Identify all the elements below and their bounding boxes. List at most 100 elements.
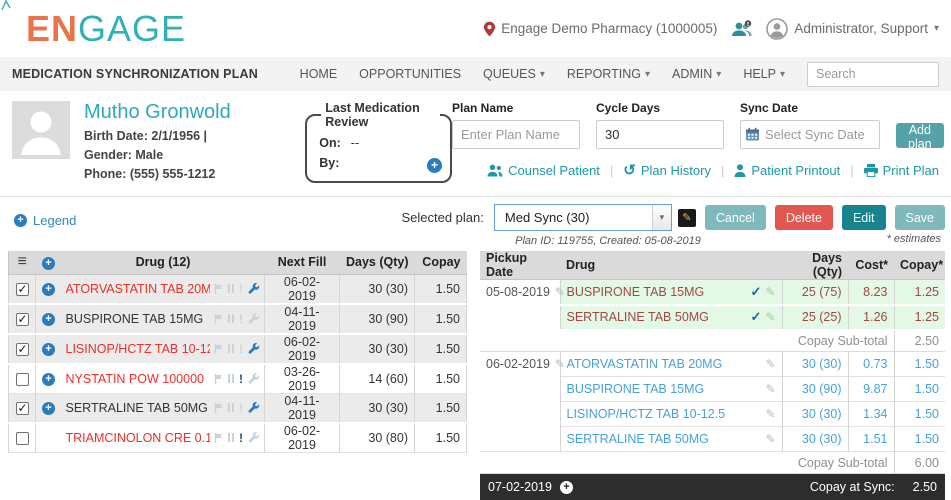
drug-name[interactable]: BUSPIRONE TAB 15MG (567, 285, 751, 299)
patient-birth-gender: Birth Date: 2/1/1956 | Gender: Male (84, 127, 245, 165)
search-input[interactable] (807, 62, 939, 87)
drug-name[interactable]: LISINOP/HCTZ TAB 10-12.5 (567, 407, 766, 421)
patient-name[interactable]: Mutho Gronwold (84, 101, 245, 124)
add-drug-icon[interactable]: + (42, 257, 55, 270)
sync-date-input[interactable] (740, 120, 880, 149)
selected-plan-select[interactable]: Med Sync (30) ▾ (494, 204, 672, 231)
row-checkbox[interactable] (16, 343, 29, 356)
engage-logo[interactable]: ENGAGE (26, 11, 186, 47)
legend-link[interactable]: + Legend (14, 213, 76, 228)
nav-home[interactable]: HOME (300, 67, 338, 81)
col-drug[interactable]: Drug (12) (62, 251, 265, 274)
plan-history-link[interactable]: ↺ Plan History (623, 163, 711, 178)
edit-plan-chip-icon[interactable]: ✎ (678, 209, 696, 227)
add-review-icon[interactable]: + (427, 158, 442, 173)
plan-name-input[interactable] (452, 120, 580, 149)
col-cost[interactable]: Cost* (848, 251, 894, 280)
edit-button[interactable]: Edit (842, 205, 886, 230)
expand-row-icon[interactable]: + (42, 283, 55, 296)
wrench-icon[interactable] (248, 373, 260, 385)
edit-row-icon[interactable]: ✎ (765, 407, 775, 421)
cancel-button[interactable]: Cancel (705, 205, 766, 230)
table-row[interactable]: 05-08-2019✎ BUSPIRONE TAB 15MG✓✎ 25 (75)… (480, 280, 945, 305)
table-row[interactable]: + ATORVASTATIN TAB 20MG ! 06-02-2019 30 … (9, 274, 467, 304)
table-row[interactable]: + SERTRALINE TAB 50MG ! 04-11-2019 30 (3… (9, 393, 467, 423)
subtotal-value: 2.50 (894, 330, 945, 352)
alert-icon[interactable]: ! (239, 432, 243, 444)
wrench-icon[interactable] (248, 402, 260, 414)
drug-name[interactable]: NYSTATIN POW 100000 (66, 372, 211, 386)
drug-name[interactable]: TRIAMCINOLON CRE 0.1% (66, 431, 211, 445)
edit-date-icon[interactable]: ✎ (555, 357, 565, 371)
save-button[interactable]: Save (895, 205, 946, 230)
drug-name[interactable]: SERTRALINE TAB 50MG (567, 432, 766, 446)
col-drug[interactable]: Drug (560, 251, 782, 280)
col-pickup-date[interactable]: Pickup Date (480, 251, 560, 280)
menu-icon[interactable]: ≡ (18, 253, 27, 270)
wrench-icon[interactable] (248, 313, 260, 325)
drug-name[interactable]: SERTRALINE TAB 50MG (66, 401, 211, 415)
col-copay[interactable]: Copay (415, 251, 467, 274)
col-next-fill[interactable]: Next Fill (265, 251, 340, 274)
nav-queues[interactable]: QUEUES▾ (483, 67, 545, 81)
row-checkbox[interactable] (16, 373, 29, 386)
confirmed-check-icon[interactable]: ✓ (751, 309, 762, 325)
table-row[interactable]: + NYSTATIN POW 100000 ! 03-26-2019 14 (6… (9, 364, 467, 394)
row-checkbox[interactable] (16, 283, 29, 296)
alert-icon: ! (239, 343, 243, 355)
table-row[interactable]: + LISINOP/HCTZ TAB 10-12.5 ! 06-02-2019 … (9, 334, 467, 364)
last-medication-review-box: Last Medication Review On:-- By: + (305, 101, 452, 183)
row-checkbox[interactable] (16, 432, 29, 445)
nav-opportunities[interactable]: OPPORTUNITIES (359, 67, 461, 81)
expand-row-icon[interactable]: + (42, 373, 55, 386)
col-days[interactable]: Days (Qty) (340, 251, 415, 274)
messages-icon[interactable] (731, 20, 752, 37)
next-fill-date: 04-11-2019 (265, 393, 340, 423)
expand-row-icon[interactable]: + (42, 343, 55, 356)
delete-button[interactable]: Delete (775, 205, 833, 230)
drug-name[interactable]: ATORVASTATIN TAB 20MG (567, 357, 766, 371)
table-row[interactable]: 06-02-2019✎ ATORVASTATIN TAB 20MG✎ 30 (3… (480, 352, 945, 377)
plan-name-label: Plan Name (452, 101, 580, 115)
cycle-days-input[interactable] (596, 120, 724, 149)
row-checkbox[interactable] (16, 313, 29, 326)
edit-row-icon[interactable]: ✎ (765, 382, 775, 396)
col-copay[interactable]: Copay* (894, 251, 945, 280)
table-row[interactable]: TRIAMCINOLON CRE 0.1% ! 06-02-2019 30 (8… (9, 423, 467, 453)
edit-row-icon[interactable]: ✎ (765, 432, 775, 446)
drug-name[interactable]: SERTRALINE TAB 50MG (567, 310, 751, 324)
wrench-icon[interactable] (248, 283, 260, 295)
expand-row-icon[interactable]: + (42, 402, 55, 415)
wrench-icon[interactable] (248, 432, 260, 444)
drug-name[interactable]: ATORVASTATIN TAB 20MG (66, 282, 211, 296)
drug-name[interactable]: BUSPIRONE TAB 15MG (66, 312, 211, 326)
nav-help[interactable]: HELP▾ (743, 67, 785, 81)
counsel-patient-link[interactable]: Counsel Patient (487, 163, 600, 178)
days-qty: 30 (30) (782, 402, 848, 427)
alert-icon: ! (239, 402, 243, 414)
row-checkbox[interactable] (16, 402, 29, 415)
add-pickup-icon[interactable]: + (560, 481, 573, 494)
patient-printout-link[interactable]: Patient Printout (734, 163, 840, 178)
nav-reporting[interactable]: REPORTING▾ (567, 67, 650, 81)
alert-icon[interactable]: ! (239, 373, 243, 385)
user-menu[interactable]: Administrator, Support ▾ (766, 18, 939, 40)
edit-date-icon[interactable]: ✎ (555, 285, 565, 299)
expand-row-icon[interactable]: + (42, 313, 55, 326)
print-plan-link[interactable]: Print Plan (864, 163, 939, 178)
pharmacy-selector[interactable]: Engage Demo Pharmacy (1000005) (483, 21, 717, 37)
wrench-icon[interactable] (248, 343, 260, 355)
edit-row-icon[interactable]: ✎ (765, 310, 775, 324)
drug-name[interactable]: BUSPIRONE TAB 15MG (567, 382, 766, 396)
edit-row-icon[interactable]: ✎ (765, 285, 775, 299)
pause-icon (228, 284, 234, 293)
add-plan-button[interactable]: Add plan (896, 123, 944, 148)
subtotal-row: Copay Sub-total 6.00 (480, 452, 945, 474)
copay: 1.50 (415, 423, 467, 453)
edit-row-icon[interactable]: ✎ (765, 357, 775, 371)
col-days[interactable]: Days (Qty) (782, 251, 848, 280)
table-row[interactable]: + BUSPIRONE TAB 15MG ! 04-11-2019 30 (90… (9, 304, 467, 334)
confirmed-check-icon[interactable]: ✓ (751, 284, 762, 300)
drug-name[interactable]: LISINOP/HCTZ TAB 10-12.5 (66, 342, 211, 356)
nav-admin[interactable]: ADMIN▾ (672, 67, 721, 81)
